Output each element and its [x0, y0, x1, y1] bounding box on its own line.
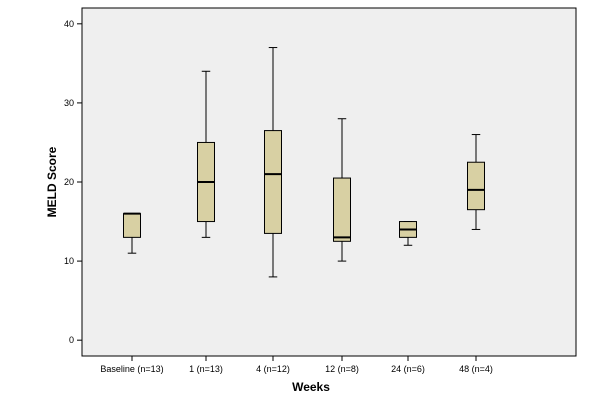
box-series	[123, 47, 485, 278]
box-plot-item	[467, 134, 485, 230]
y-tick-label: 10	[64, 256, 74, 266]
y-tick-label: 40	[64, 19, 74, 29]
x-tick-label: Baseline (n=13)	[100, 364, 163, 374]
box-plot-item	[197, 70, 215, 238]
y-axis-ticks: 0 10 20 30 40	[64, 19, 82, 345]
box-plot-item	[264, 47, 282, 278]
box-plot-item	[333, 118, 351, 262]
plot-area	[81, 7, 577, 357]
x-tick-label: 4 (n=12)	[256, 364, 290, 374]
y-tick-label: 20	[64, 177, 74, 187]
box-plot-item	[123, 212, 141, 254]
x-axis-title: Weeks	[292, 380, 330, 394]
y-axis-title: MELD Score	[45, 146, 59, 217]
x-axis-ticks: Baseline (n=13) 1 (n=13) 4 (n=12) 12 (n=8) 2…	[100, 356, 493, 374]
x-tick-label: 1 (n=13)	[189, 364, 223, 374]
iqr-box	[467, 161, 485, 211]
x-tick-label: 48 (n=4)	[459, 364, 493, 374]
y-tick-label: 30	[64, 98, 74, 108]
x-tick-label: 24 (n=6)	[391, 364, 425, 374]
iqr-box	[333, 177, 351, 242]
box-plot-item	[399, 221, 417, 246]
iqr-box	[264, 130, 282, 234]
x-tick-label: 12 (n=8)	[325, 364, 359, 374]
y-tick-label: 0	[69, 335, 74, 345]
iqr-box	[123, 213, 141, 238]
